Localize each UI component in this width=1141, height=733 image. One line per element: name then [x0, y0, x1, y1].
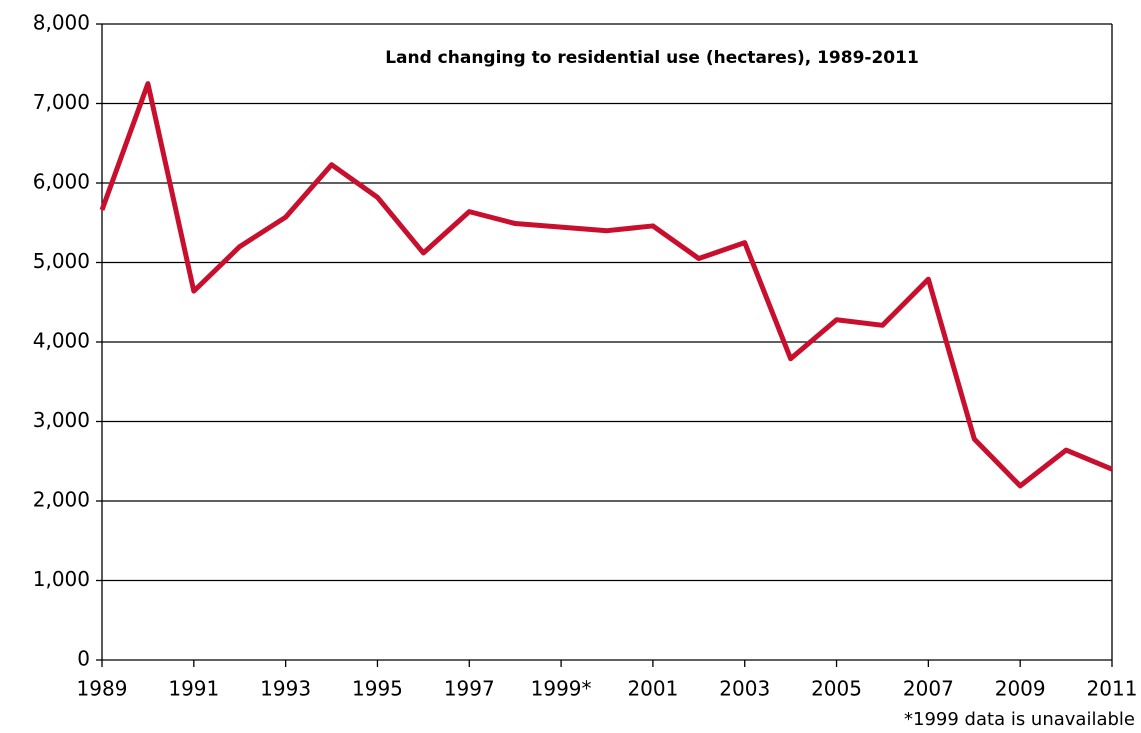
y-tick-label: 0: [77, 647, 90, 671]
x-tick-label: 2007: [903, 677, 954, 701]
x-tick-label: 2005: [811, 677, 862, 701]
x-tick-label: 2009: [995, 677, 1046, 701]
x-tick-label: 1989: [77, 677, 128, 701]
line: [99, 81, 1113, 489]
x-tick-label: 2011: [1087, 677, 1138, 701]
x-tick-label: 2003: [719, 677, 770, 701]
y-tick-label: 8,000: [33, 11, 90, 35]
x-tick-label: 1997: [444, 677, 495, 701]
y-tick-label: 6,000: [33, 170, 90, 194]
y-tick-label: 1,000: [33, 567, 90, 591]
y-tick-label: 2,000: [33, 488, 90, 512]
x-tick-label: 2001: [627, 677, 678, 701]
chart-title: Land changing to residential use (hectar…: [385, 48, 919, 68]
y-tick-label: 7,000: [33, 90, 90, 114]
x-tick-label: 1991: [168, 677, 219, 701]
x-tick-label: 1993: [260, 677, 311, 701]
y-tick-label: 3,000: [33, 408, 90, 432]
x-tick-label: 1995: [352, 677, 403, 701]
x-tick-label: 1999*: [531, 677, 592, 701]
footnote: *1999 data is unavailable: [904, 709, 1135, 730]
y-tick-label: 4,000: [33, 329, 90, 353]
y-tick-label: 5,000: [33, 249, 90, 273]
